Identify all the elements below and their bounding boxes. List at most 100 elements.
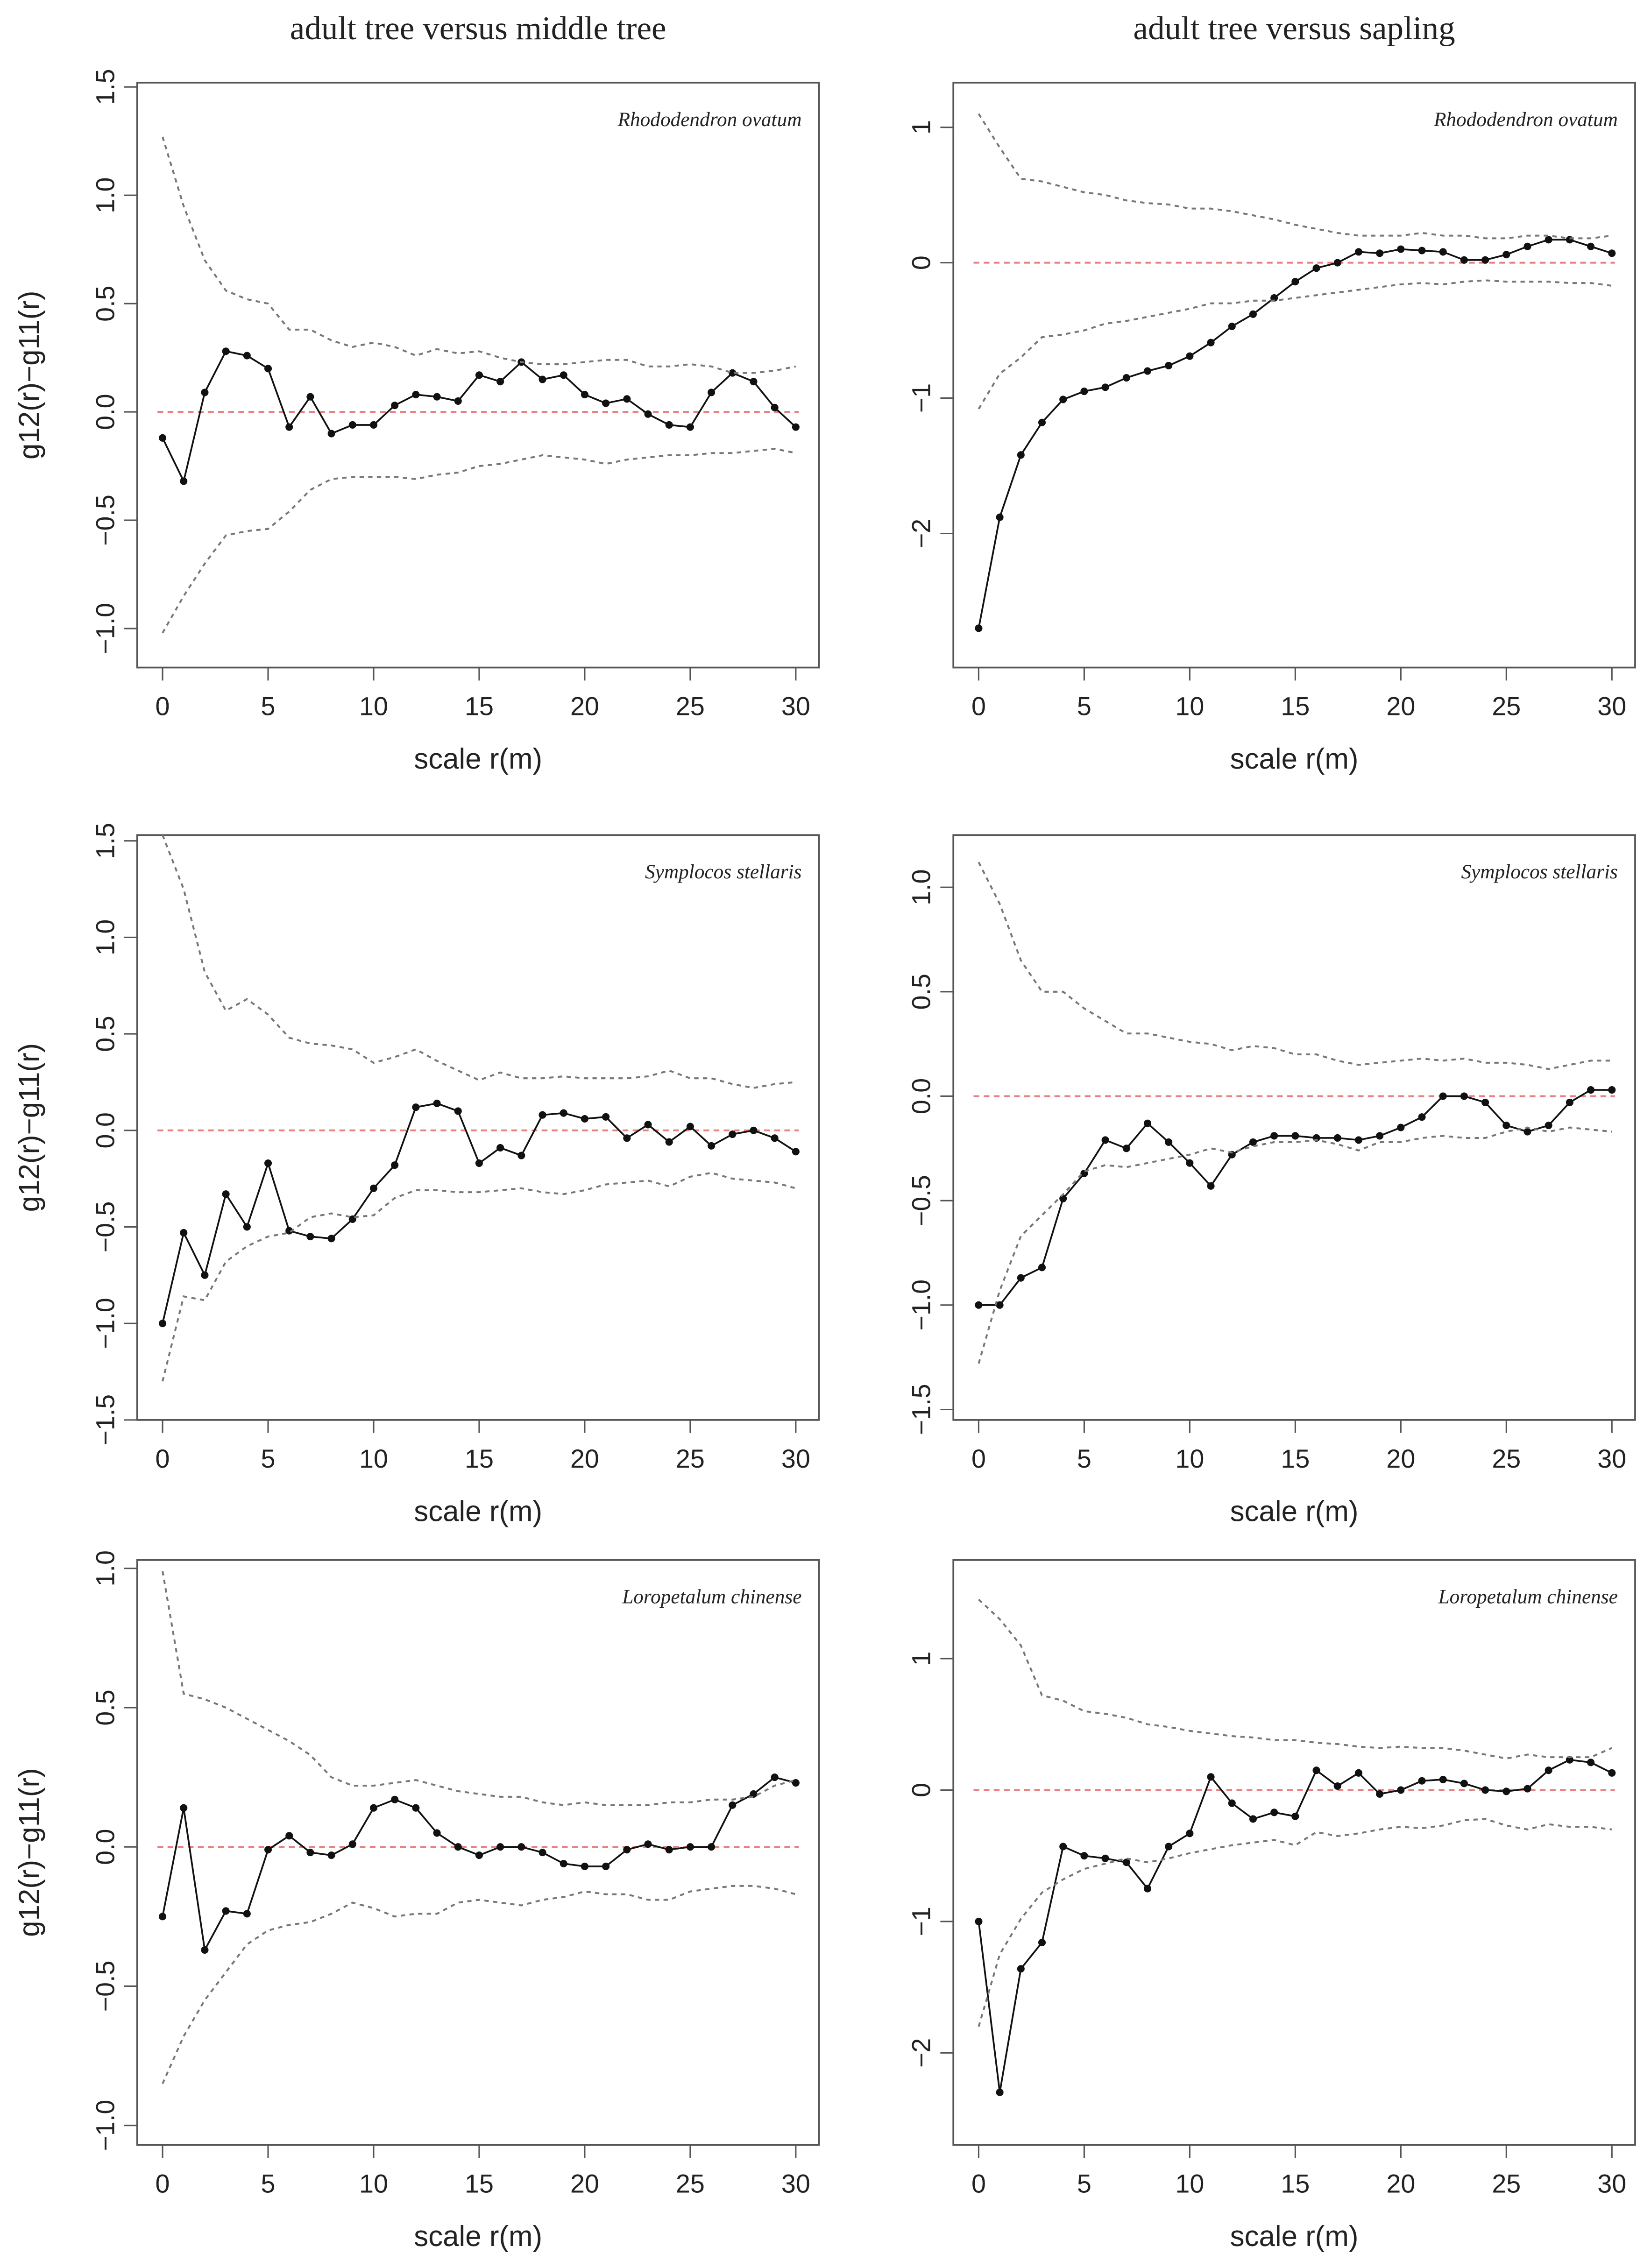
observed-line <box>978 239 1612 629</box>
point <box>412 1804 420 1812</box>
x-tick-label: 15 <box>465 692 494 721</box>
panel: adult tree versus middle tree Rhododendro… <box>14 10 820 775</box>
point <box>1354 1769 1362 1777</box>
point <box>1566 236 1573 244</box>
x-tick-label: 30 <box>1597 1444 1626 1473</box>
point <box>1207 339 1215 346</box>
point <box>1418 1777 1426 1785</box>
envelope-line <box>978 279 1612 410</box>
x-tick-label: 25 <box>1492 1444 1521 1473</box>
point <box>1122 374 1130 382</box>
point <box>581 390 588 399</box>
column-title: adult tree versus middle tree <box>290 10 666 47</box>
point <box>306 1233 314 1241</box>
point <box>201 1271 209 1279</box>
envelope-line <box>162 136 796 374</box>
y-tick-label: −0.5 <box>91 1201 120 1253</box>
y-tick-label: 0.0 <box>907 1078 936 1114</box>
point <box>327 1851 335 1859</box>
y-tick-label: −1.5 <box>907 1384 936 1435</box>
x-tick-label: 5 <box>1077 1444 1091 1473</box>
x-tick-label: 10 <box>359 1444 388 1473</box>
point <box>729 369 737 377</box>
point <box>1270 1809 1278 1816</box>
envelope-line <box>978 1598 1613 1759</box>
point <box>1397 245 1405 253</box>
point <box>1143 1885 1152 1893</box>
y-tick-label: −0.5 <box>91 1960 120 2012</box>
point <box>1270 1132 1278 1140</box>
point <box>1397 1786 1405 1794</box>
point <box>433 1099 441 1107</box>
point <box>306 393 314 401</box>
point <box>222 1907 230 1915</box>
point <box>1354 1136 1362 1144</box>
y-tick-label: 1.5 <box>91 823 120 859</box>
point <box>729 1801 737 1809</box>
point <box>1460 256 1468 264</box>
point <box>327 430 335 438</box>
point <box>1228 1799 1236 1807</box>
y-axis-label: g12(r)−g11(r) <box>14 1768 46 1936</box>
point <box>1038 418 1046 426</box>
point <box>1122 1145 1130 1152</box>
x-tick-label: 0 <box>971 692 986 721</box>
point <box>1122 1858 1130 1866</box>
x-tick-label: 0 <box>156 1444 170 1473</box>
x-tick-label: 5 <box>1077 2169 1091 2198</box>
y-axis-label: g12(r)−g11(r) <box>14 291 46 459</box>
x-tick-label: 15 <box>465 2169 494 2198</box>
point <box>1017 1274 1025 1282</box>
point <box>1080 388 1088 396</box>
point <box>285 1832 293 1840</box>
point <box>996 1301 1004 1309</box>
y-tick-label: 0.0 <box>91 394 120 430</box>
point <box>750 378 758 386</box>
point <box>1186 1830 1194 1837</box>
point <box>222 347 230 355</box>
x-tick-label: 10 <box>1175 2169 1204 2198</box>
point <box>391 1795 399 1803</box>
point <box>348 421 356 429</box>
point <box>792 1148 800 1156</box>
envelope-line <box>978 113 1612 240</box>
point <box>623 1846 631 1854</box>
point <box>1523 1128 1531 1136</box>
y-tick-label: 1.0 <box>91 177 120 213</box>
point <box>539 1849 546 1857</box>
observed-line <box>162 350 797 484</box>
point <box>180 477 188 485</box>
point <box>412 390 420 399</box>
point <box>1038 1264 1046 1272</box>
point <box>243 1910 251 1918</box>
x-tick-label: 15 <box>465 1444 494 1473</box>
y-tick-label: 0.5 <box>91 1689 120 1725</box>
point <box>306 1849 314 1857</box>
x-tick-label: 25 <box>1492 2169 1521 2198</box>
point <box>1101 1136 1109 1144</box>
point <box>1481 1786 1489 1794</box>
point <box>454 1843 462 1851</box>
point <box>560 1859 567 1868</box>
x-tick-label: 30 <box>781 2169 810 2198</box>
point <box>1038 1938 1046 1946</box>
y-tick-label: −1.0 <box>91 1298 120 1349</box>
envelope-line <box>978 1818 1612 2027</box>
x-tick-label: 0 <box>156 692 170 721</box>
point <box>975 1917 983 1925</box>
plot-frame <box>136 1559 820 2146</box>
envelope-line <box>162 834 796 1089</box>
point <box>1545 1766 1552 1774</box>
point <box>1608 1769 1616 1777</box>
point <box>1101 1854 1109 1862</box>
point <box>412 1103 420 1111</box>
point <box>369 421 378 429</box>
point <box>327 1235 335 1243</box>
y-tick-label: −1.0 <box>907 1279 936 1331</box>
point <box>1249 1138 1257 1146</box>
y-tick-label: 0.5 <box>91 285 120 321</box>
point <box>1523 242 1531 250</box>
point <box>729 1130 737 1138</box>
x-tick-label: 25 <box>1492 692 1521 721</box>
